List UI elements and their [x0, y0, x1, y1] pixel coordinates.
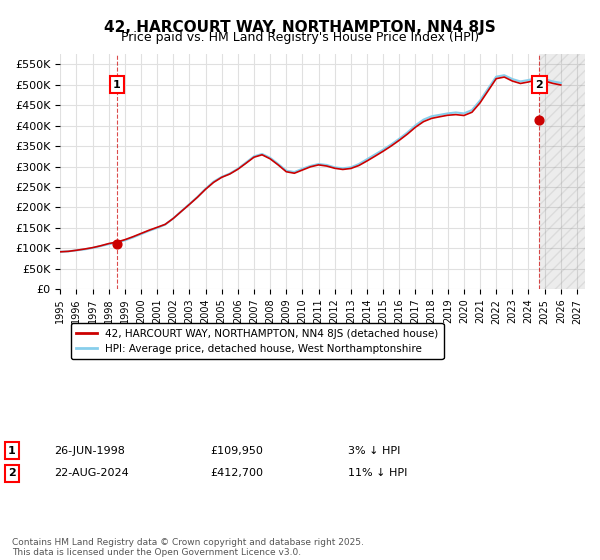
Point	[112, 240, 122, 249]
Text: 2: 2	[8, 468, 16, 478]
Text: 3% ↓ HPI: 3% ↓ HPI	[348, 446, 400, 456]
Text: 1: 1	[8, 446, 16, 456]
Text: £109,950: £109,950	[210, 446, 263, 456]
Legend: 42, HARCOURT WAY, NORTHAMPTON, NN4 8JS (detached house), HPI: Average price, det: 42, HARCOURT WAY, NORTHAMPTON, NN4 8JS (…	[71, 323, 443, 359]
Text: Contains HM Land Registry data © Crown copyright and database right 2025.
This d: Contains HM Land Registry data © Crown c…	[12, 538, 364, 557]
Text: 11% ↓ HPI: 11% ↓ HPI	[348, 468, 407, 478]
Bar	[539, 54, 585, 289]
Point	[535, 116, 544, 125]
Text: 2: 2	[535, 80, 543, 90]
Text: £412,700: £412,700	[210, 468, 263, 478]
Text: 1: 1	[113, 80, 121, 90]
Text: Price paid vs. HM Land Registry's House Price Index (HPI): Price paid vs. HM Land Registry's House …	[121, 31, 479, 44]
Text: 22-AUG-2024: 22-AUG-2024	[54, 468, 129, 478]
Text: 42, HARCOURT WAY, NORTHAMPTON, NN4 8JS: 42, HARCOURT WAY, NORTHAMPTON, NN4 8JS	[104, 20, 496, 35]
Text: 26-JUN-1998: 26-JUN-1998	[54, 446, 125, 456]
